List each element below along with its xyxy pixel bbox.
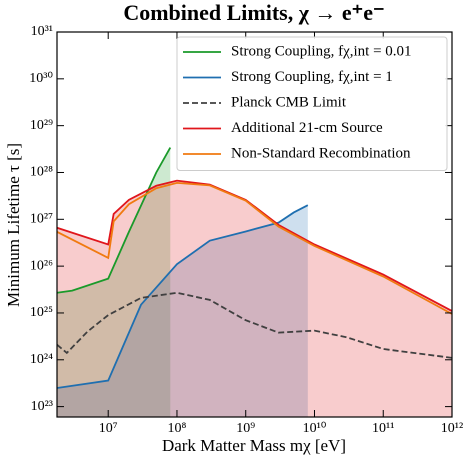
x-tick-label: 10⁷ [99,421,118,436]
chart-title: Combined Limits, χ → e⁺e⁻ [123,0,384,25]
legend-label: Non-Standard Recombination [231,145,411,161]
x-tick-label: 10⁸ [168,421,187,436]
area [57,205,308,417]
y-tick-label: 10²⁹ [30,118,53,133]
series-line [57,179,452,312]
y-tick-label: 10²³ [31,399,53,414]
series-line [57,204,309,389]
legend-label: Strong Coupling, fχ,int = 1 [231,69,393,85]
legend-label: Planck CMB Limit [231,94,347,110]
series-line [57,147,172,294]
y-tick-label: 10²⁴ [30,352,53,367]
plot-frame [56,31,453,418]
legend-box [176,36,448,171]
area [57,180,452,417]
y-tick-label: 10²⁸ [30,165,53,180]
x-tick-label: 10¹⁰ [303,421,327,436]
y-tick-label: 10²⁵ [30,305,53,320]
y-tick-label: 10²⁶ [30,258,53,273]
series-line [57,181,452,315]
y-tick-label: 10³⁰ [29,71,53,86]
x-tick-label: 10¹¹ [372,421,394,436]
series-line [57,291,452,359]
legend-label: Strong Coupling, fχ,int = 0.01 [231,43,412,59]
legend-label: Additional 21-cm Source [231,120,383,136]
plot-area [57,147,452,417]
x-axis-label: Dark Matter Mass mχ [eV] [162,436,346,455]
x-tick-label: 10¹² [441,421,463,436]
y-tick-label: 10³¹ [31,24,53,39]
area [57,147,171,417]
y-tick-label: 10²⁷ [30,212,53,227]
x-tick-label: 10⁹ [236,421,255,436]
y-axis-label: Minimum Lifetime τ [s] [4,143,23,307]
